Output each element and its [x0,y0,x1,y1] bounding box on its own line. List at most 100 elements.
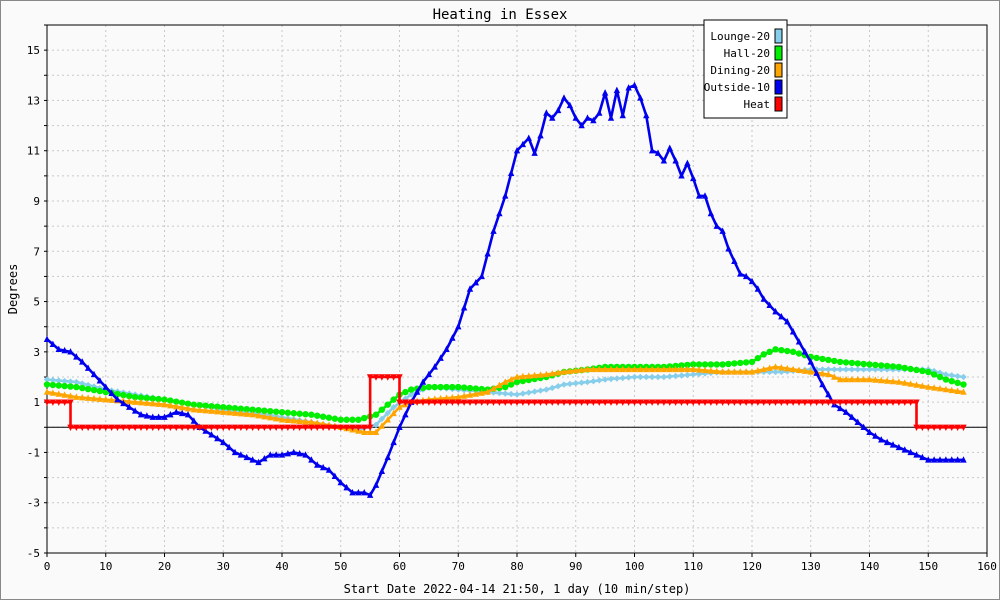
dining-20-point [108,396,115,403]
x-tick-label: 130 [801,560,821,573]
outside-10-point [889,441,897,448]
outside-10-point [79,358,86,365]
dining-20-point [237,410,245,417]
heat-point [161,424,168,431]
heat-point [907,399,914,406]
outside-10-point [537,131,544,139]
heat-point [314,424,321,431]
x-tick-label: 90 [569,560,582,573]
series-heat [43,374,967,431]
dining-20-point [819,369,826,377]
outside-10-point [737,270,744,277]
outside-10-point [161,413,168,420]
outside-10-point [349,488,356,496]
outside-10-point [96,377,104,384]
legend-label-heat: Heat [744,98,771,111]
heat-point [625,399,632,406]
outside-10-point [596,109,603,116]
hall-20-point [901,364,908,372]
hall-20-point [243,405,250,413]
heat-point [73,424,80,431]
heat-point [525,399,532,406]
x-tick-label: 30 [217,560,230,573]
dining-20-point [590,365,597,373]
lounge-20-point [390,403,397,411]
heat-point [936,424,944,431]
outside-10-point [925,456,932,463]
hall-20-point [231,404,239,412]
legend-box [703,19,788,119]
outside-10-point [660,157,668,164]
heat-point [549,399,556,406]
outside-10-point [108,389,115,397]
heat-point [419,399,427,406]
dining-20-point [960,388,967,395]
lounge-20-point [678,372,685,379]
hall-20-point [848,359,856,367]
outside-10-point [789,328,797,335]
outside-10-point [648,147,656,154]
dining-20-point [737,368,744,375]
hall-20-point [408,386,415,393]
heat-point [543,399,550,406]
y-tick-label: -3 [27,497,40,510]
heat-point [396,399,403,406]
x-tick-label: 50 [334,560,347,573]
hall-20-point [202,402,209,409]
outside-10-point [190,417,198,424]
heat-point [55,399,62,406]
y-tick-label: 7 [33,245,40,258]
y-tick-label: 3 [33,346,40,359]
hall-20-point [296,410,303,417]
dining-20-point [126,397,133,405]
outside-10-point [672,157,679,164]
dining-20-point [596,365,603,373]
legend-swatch-dining-20 [774,62,783,78]
hall-20-point [842,359,850,366]
y-tick-label: 15 [27,44,40,57]
hall-20-point [43,381,51,388]
outside-10-point [290,448,297,456]
lounge-20-point [690,371,697,378]
lounge-20-point [372,421,380,428]
heat-point [343,424,350,431]
hall-20-point [249,406,256,413]
dining-20-point [643,365,650,373]
hall-20-point [719,361,726,368]
hall-20-point [402,388,409,396]
dining-20-point [707,367,715,374]
heat-point [701,399,709,406]
hall-20-point [378,406,386,413]
lounge-20-point [525,389,532,396]
hall-20-point [766,348,773,356]
outside-10-point [472,279,480,286]
dining-20-point [455,393,462,400]
lounge-20-point [672,372,679,380]
hall-20-point [872,361,879,369]
dining-20-point [772,363,779,370]
heat-point [742,399,750,406]
dining-20-point [878,376,885,384]
hall-20-point [913,366,920,374]
lounge-20-point [49,376,57,384]
heat-point [948,424,955,431]
series-outside-10 [43,81,967,498]
outside-10-point [84,364,92,371]
heat-point [455,399,462,406]
legend-swatch-outside-10 [774,79,783,95]
hall-20-point [184,400,192,407]
x-tick-label: 150 [918,560,938,573]
heat-point [801,399,809,406]
outside-10-point [61,346,68,354]
dining-20-point [79,393,86,401]
hall-20-point [79,384,86,392]
legend: Lounge-20 Hall-20 Dining-20 Outside-10 Heat [703,19,788,119]
outside-10-point [484,250,491,257]
hall-20-point [314,412,321,419]
outside-10-point [413,388,421,395]
series-group [43,81,967,498]
outside-10-point [67,348,74,355]
y-tick-label: 1 [33,396,40,409]
outside-10-point [666,144,673,151]
hall-20-point [831,357,838,365]
